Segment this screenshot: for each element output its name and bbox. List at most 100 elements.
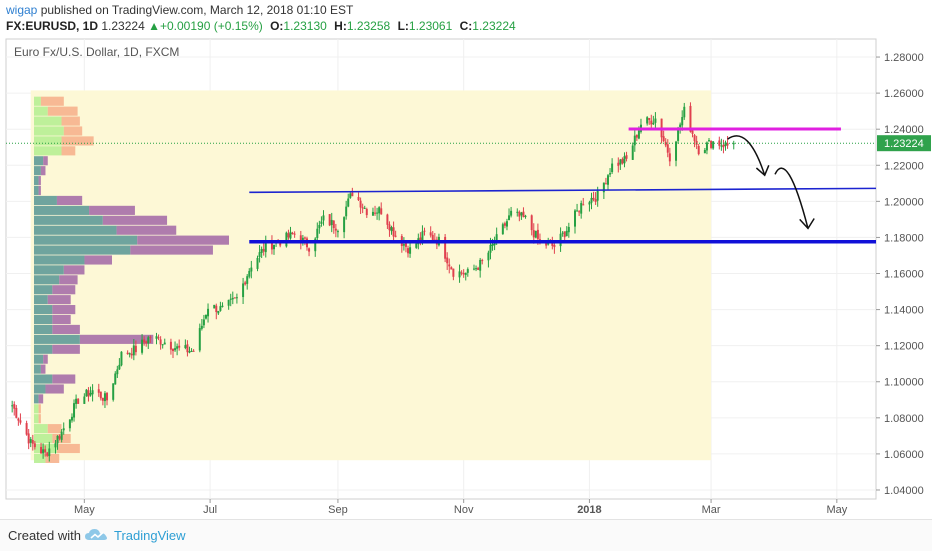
candle-body <box>126 352 129 354</box>
candle-body <box>46 452 49 456</box>
candle-body <box>303 237 306 239</box>
candle-body <box>54 443 57 448</box>
candle-body <box>215 305 218 313</box>
candle-body <box>217 311 220 314</box>
x-tick-label: May <box>74 504 95 516</box>
last-price: 1.23224 <box>101 19 145 33</box>
candle-body <box>178 345 181 348</box>
candle-body <box>186 344 189 353</box>
candle-body <box>202 319 205 326</box>
volume-bar-down <box>116 225 177 235</box>
volume-bar-up <box>34 295 48 305</box>
close-value: 1.23224 <box>472 19 516 33</box>
candle-body <box>489 244 492 253</box>
candle-body <box>334 228 337 231</box>
low-value: 1.23061 <box>408 19 453 33</box>
candle-body <box>662 136 665 142</box>
candle-body <box>149 336 152 338</box>
candle-body <box>522 211 525 218</box>
volume-bar-up <box>34 265 64 275</box>
candle-body <box>13 404 16 409</box>
candle-body <box>101 397 104 401</box>
candle-body <box>693 135 696 142</box>
price-change: +0.00190 (+0.15%) <box>159 19 263 33</box>
candle-body <box>155 336 158 339</box>
y-tick-label: 1.28000 <box>884 52 924 64</box>
candle-body <box>404 242 407 247</box>
candle-body <box>174 348 177 351</box>
author-link[interactable]: wigap <box>6 3 38 17</box>
volume-bar-up <box>34 185 39 196</box>
candle-body <box>103 393 106 402</box>
volume-bar-down <box>61 116 80 126</box>
candle-body <box>462 273 465 275</box>
candle-body <box>390 227 393 232</box>
y-tick-label: 1.20000 <box>884 196 924 208</box>
candle-body <box>689 105 692 132</box>
candle-body <box>262 248 265 252</box>
candle-body <box>363 207 366 209</box>
volume-bar-down <box>63 265 85 275</box>
candle-body <box>204 314 207 319</box>
symbol-label[interactable]: FX:EURUSD, 1D <box>6 19 99 33</box>
candle-body <box>264 241 267 253</box>
candle-body <box>336 231 339 233</box>
candle-body <box>712 141 715 149</box>
candle-body <box>705 142 708 151</box>
candle-body <box>60 431 63 440</box>
last-price-label: 1.23224 <box>884 138 924 150</box>
candle-body <box>510 210 513 216</box>
candle-body <box>287 233 290 238</box>
candle-body <box>279 242 282 246</box>
y-tick-label: 1.18000 <box>884 232 924 244</box>
volume-bar-down <box>47 106 78 116</box>
close-label: C: <box>459 19 473 33</box>
candle-body <box>285 232 288 247</box>
y-tick-label: 1.22000 <box>884 160 924 172</box>
candle-body <box>458 271 461 278</box>
candle-body <box>229 298 232 300</box>
candle-body <box>491 244 494 246</box>
candle-body <box>650 120 653 125</box>
candle-body <box>359 200 362 208</box>
drawings <box>6 127 877 244</box>
tradingview-brand[interactable]: TradingView <box>114 528 186 543</box>
candle-body <box>58 436 61 439</box>
candle-body <box>97 389 100 393</box>
volume-bar-up <box>34 205 90 215</box>
candle-body <box>532 230 535 238</box>
volume-bar-up <box>34 285 53 295</box>
candle-body <box>386 214 389 225</box>
candle-body <box>99 391 102 399</box>
candle-body <box>349 193 352 198</box>
volume-bar-down <box>137 235 229 245</box>
candle-body <box>301 237 304 243</box>
candle-body <box>446 257 449 264</box>
candle-body <box>472 268 475 270</box>
price-chart[interactable]: 1.28000 1.26000 1.24000 1.22000 1.20000 1.180… <box>0 38 932 518</box>
volume-bar-down <box>84 255 112 265</box>
candle-body <box>68 419 71 429</box>
candle-body <box>316 228 319 239</box>
x-tick-label: Jul <box>203 504 217 516</box>
value-area-fill <box>30 90 712 461</box>
candle-body <box>27 433 30 444</box>
candle-body <box>625 155 628 159</box>
candle-body <box>15 407 18 418</box>
candle-body <box>289 231 292 239</box>
candle-body <box>718 140 721 146</box>
volume-bar-down <box>52 305 76 315</box>
candle-body <box>85 389 88 397</box>
volume-bar-down <box>52 324 80 334</box>
volume-profile <box>34 96 229 463</box>
volume-bar-up <box>34 453 46 463</box>
volume-bar-down <box>52 314 71 325</box>
candle-body <box>464 272 467 275</box>
volume-bar-up <box>34 344 53 354</box>
candle-body <box>493 243 496 246</box>
candle-body <box>118 364 121 370</box>
candle-body <box>258 252 261 258</box>
candle-body <box>291 233 294 235</box>
candle-body <box>114 373 117 385</box>
x-tick-label: May <box>826 504 847 516</box>
